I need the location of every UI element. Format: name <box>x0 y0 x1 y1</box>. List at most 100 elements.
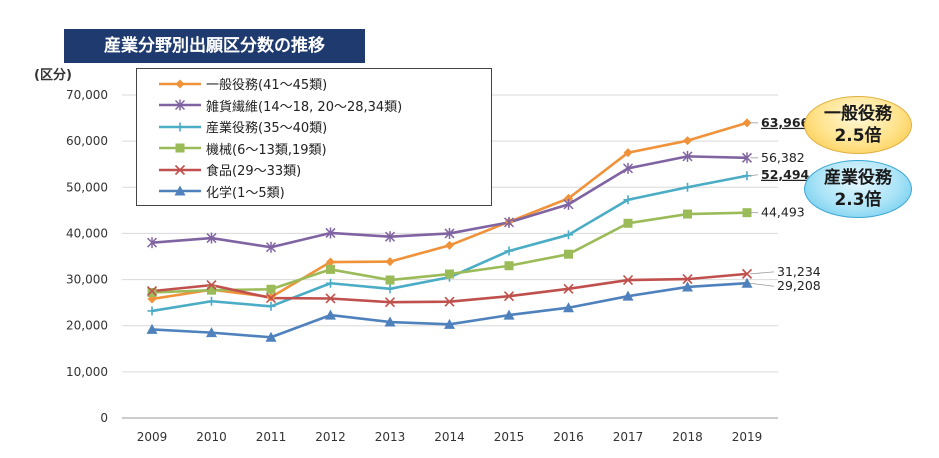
y-tick-label: 20,000 <box>66 319 108 333</box>
data-point <box>563 198 574 210</box>
legend-swatch <box>159 79 201 89</box>
data-point <box>741 268 753 279</box>
data-point <box>504 261 514 271</box>
data-point <box>146 237 158 249</box>
callout-general-ratio: 2.5倍 <box>834 126 882 146</box>
data-point <box>326 264 335 274</box>
legend-item: 機械(6〜13類,19類) <box>137 138 491 160</box>
legend-swatch <box>159 143 201 153</box>
data-point <box>385 275 395 285</box>
chart-legend: 一般役務(41〜45類) 雑貨繊維(14〜18, 20〜28,34類) 産業役務(3… <box>136 68 492 206</box>
y-tick-label: 40,000 <box>66 226 108 240</box>
data-point <box>206 280 217 291</box>
end-value-label: 44,493 <box>761 205 805 220</box>
data-point <box>623 195 633 205</box>
legend-label: 雑貨繊維(14〜18, 20〜28,34類) <box>206 99 403 115</box>
x-tick-label: 2012 <box>315 430 346 444</box>
x-tick-label: 2016 <box>553 430 584 444</box>
data-point <box>682 281 693 292</box>
data-point <box>742 118 752 128</box>
callout-industrial-services: 産業役務 2.3倍 <box>804 160 912 218</box>
data-point <box>564 230 573 240</box>
data-point <box>504 246 514 256</box>
data-point <box>266 301 276 311</box>
data-point <box>444 227 455 239</box>
legend-label: 一般役務(41〜45類) <box>206 78 328 94</box>
data-point <box>682 274 693 285</box>
legend-label: 産業役務(35〜40類) <box>206 121 328 137</box>
x-tick-label: 2017 <box>613 430 644 444</box>
data-point <box>563 302 574 313</box>
x-tick-label: 2019 <box>732 430 763 444</box>
data-point <box>683 182 692 192</box>
legend-item: 産業役務(35〜40類) <box>137 116 491 138</box>
callout-general-name: 一般役務 <box>824 104 892 124</box>
legend-swatch <box>159 185 201 196</box>
data-point <box>564 249 573 259</box>
data-point <box>741 277 753 288</box>
data-point <box>741 152 753 164</box>
y-tick-label: 30,000 <box>66 273 108 287</box>
y-tick-label: 0 <box>100 411 108 425</box>
data-point <box>742 208 752 218</box>
y-tick-label: 10,000 <box>66 365 108 379</box>
y-axis-unit-label: (区分) <box>34 68 72 83</box>
data-point <box>207 285 216 295</box>
legend-swatch <box>159 99 201 111</box>
data-point <box>385 284 395 294</box>
data-point <box>326 257 335 267</box>
data-point <box>563 283 574 294</box>
data-point <box>682 150 693 162</box>
legend-item: 化学(1〜5類) <box>137 181 491 203</box>
data-point <box>146 323 158 334</box>
data-point <box>265 292 277 304</box>
x-tick-label: 2010 <box>196 430 227 444</box>
end-value-label: 52,494 <box>761 167 810 182</box>
data-point <box>503 309 515 320</box>
data-point <box>503 216 515 228</box>
legend-swatch <box>159 122 201 132</box>
chart-title: 産業分野別出願区分数の推移 <box>64 29 365 63</box>
data-point <box>207 296 216 306</box>
data-point <box>623 218 633 228</box>
data-point <box>147 287 157 297</box>
legend-label: 化学(1〜5類) <box>206 185 285 201</box>
end-value-label: 56,382 <box>761 150 805 165</box>
legend-item: 一般役務(41〜45類) <box>137 73 491 95</box>
legend-item: 食品(29〜33類) <box>137 159 491 181</box>
data-point <box>622 290 634 301</box>
data-point <box>384 316 396 327</box>
label-leader-line <box>749 174 759 177</box>
data-point <box>622 162 634 174</box>
end-value-label: 63,966 <box>761 115 810 130</box>
data-point <box>683 136 692 146</box>
data-point <box>325 227 336 239</box>
end-value-label: 29,208 <box>777 278 821 293</box>
data-point <box>444 318 455 329</box>
data-point <box>265 241 277 253</box>
data-point <box>206 327 217 338</box>
data-point <box>266 284 276 294</box>
data-point <box>147 306 157 316</box>
x-tick-label: 2015 <box>494 430 525 444</box>
data-point <box>683 209 692 219</box>
data-point <box>623 148 633 158</box>
x-tick-label: 2014 <box>434 430 465 444</box>
data-point <box>622 274 634 286</box>
legend-item: 雑貨繊維(14〜18, 20〜28,34類) <box>137 95 491 117</box>
callout-industrial-name: 産業役務 <box>824 168 892 188</box>
data-point <box>384 231 396 243</box>
x-tick-label: 2013 <box>375 430 406 444</box>
callout-general-services: 一般役務 2.5倍 <box>804 96 912 154</box>
data-point <box>325 309 336 320</box>
end-value-label: 31,234 <box>777 264 821 279</box>
x-tick-label: 2011 <box>256 430 287 444</box>
callout-industrial-ratio: 2.3倍 <box>834 190 882 210</box>
legend-swatch <box>159 164 201 175</box>
data-point <box>265 331 277 342</box>
data-point <box>445 269 454 279</box>
y-tick-label: 50,000 <box>66 180 108 194</box>
data-point <box>385 257 395 267</box>
label-leader-line <box>749 282 775 287</box>
data-point <box>444 296 455 307</box>
